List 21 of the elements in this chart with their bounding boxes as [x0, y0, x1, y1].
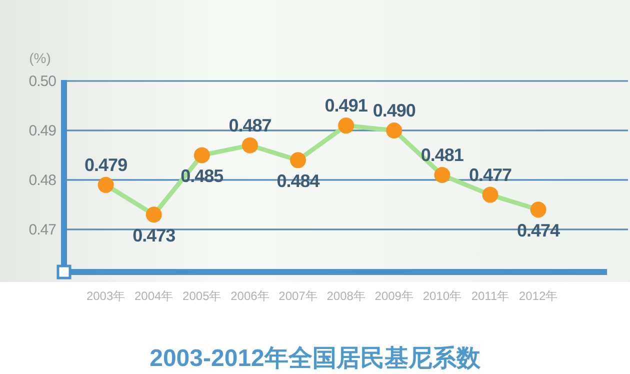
x-tick-label: 2005年	[182, 289, 222, 303]
x-tick-label: 2003年	[86, 289, 126, 303]
title: 2003-2012年全国居民基尼系数	[150, 345, 480, 372]
data-label: 0.481	[420, 145, 464, 166]
x-tick-label: 2010年	[422, 289, 462, 303]
x-tick-label: 2006年	[230, 289, 270, 303]
x-tick-label: 2009年	[374, 289, 414, 303]
y-tick-label: 0.48	[28, 172, 56, 189]
y-tick-label: 0.47	[28, 221, 56, 238]
data-label: 0.479	[84, 154, 128, 175]
y-axis-title: (%)	[29, 50, 51, 66]
x-tick-label: 2007年	[278, 289, 318, 303]
x-tick-label: 2012年	[518, 289, 558, 303]
data-label: 0.490	[372, 100, 416, 120]
x-tick-label: 2004年	[134, 289, 174, 303]
data-label: 0.491	[324, 96, 368, 116]
y-tick-label: 0.49	[28, 122, 56, 140]
x-tick-label: 2011年	[471, 289, 510, 303]
y-tick-label: 0.50	[28, 73, 56, 90]
data-label: 0.473	[132, 226, 176, 246]
x-tick-label: 2008年	[326, 289, 366, 303]
